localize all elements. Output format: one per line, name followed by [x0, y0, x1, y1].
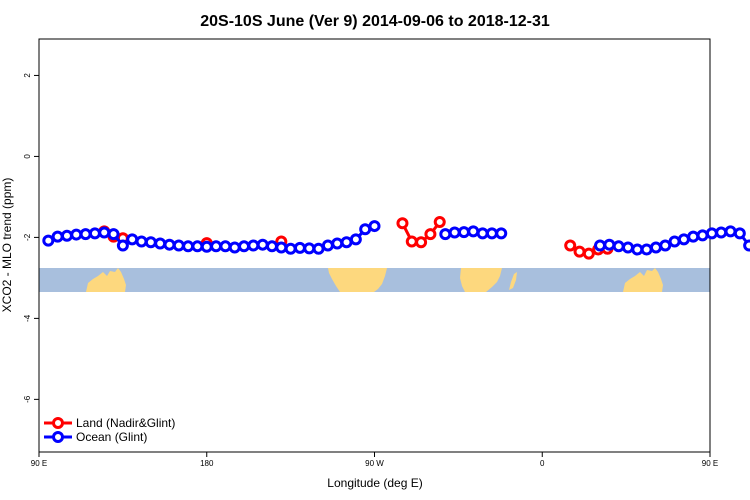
data-point-ocean-0-30	[321, 239, 334, 252]
data-point-ocean-2-11	[696, 229, 709, 242]
data-point-land-4-0	[564, 239, 577, 252]
data-point-ocean-2-15	[733, 227, 746, 240]
data-point-ocean-0-12	[154, 237, 167, 250]
y-tick-label-4: -6	[23, 395, 32, 403]
data-point-ocean-0-21	[238, 240, 251, 253]
chart-title: 20S-10S June (Ver 9) 2014-09-06 to 2018-…	[200, 13, 550, 30]
x-tick-label-0: 90 E	[31, 459, 47, 468]
data-point-ocean-0-11	[144, 236, 157, 249]
data-point-ocean-0-20	[228, 241, 241, 254]
legend-marker-ocean	[52, 431, 64, 443]
y-tick-label-1: 0	[23, 154, 32, 159]
x-tick-label-3: 0	[540, 459, 545, 468]
data-point-ocean-0-23	[256, 238, 269, 251]
data-point-ocean-0-26	[284, 242, 297, 255]
data-point-ocean-1-0	[439, 228, 452, 241]
legend-marker-land	[52, 417, 64, 429]
data-point-ocean-1-2	[457, 226, 470, 239]
data-point-ocean-0-22	[247, 239, 260, 252]
map-band	[39, 268, 710, 292]
data-point-land-4-1	[573, 245, 586, 258]
data-point-ocean-2-6	[649, 241, 662, 254]
data-point-ocean-0-27	[293, 241, 306, 254]
data-point-ocean-0-19	[219, 240, 232, 253]
data-point-ocean-0-9	[126, 233, 139, 246]
data-point-ocean-0-14	[172, 239, 185, 252]
data-point-land-3-3	[424, 228, 437, 241]
x-tick-label-1: 180	[200, 459, 214, 468]
data-point-ocean-2-3	[621, 241, 634, 254]
y-axis: 2 0 -2 -4 -6	[23, 73, 39, 403]
data-point-ocean-0-2	[60, 229, 73, 242]
data-point-ocean-2-4	[631, 243, 644, 256]
data-point-ocean-2-13	[715, 226, 728, 239]
data-point-ocean-0-17	[200, 240, 213, 253]
data-point-ocean-0-15	[182, 240, 195, 253]
data-point-ocean-0-29	[312, 242, 325, 255]
land-south-america	[328, 268, 387, 292]
data-point-ocean-2-5	[640, 243, 653, 256]
data-point-ocean-0-4	[79, 228, 92, 241]
land-australia-west	[86, 268, 126, 292]
y-tick-label-3: -4	[23, 314, 32, 322]
data-point-ocean-2-1	[603, 238, 616, 251]
data-point-ocean-0-32	[340, 236, 353, 249]
data-point-ocean-2-10	[687, 230, 700, 243]
x-axis-label: Longitude (deg E)	[327, 476, 422, 490]
data-point-ocean-0-0	[42, 234, 55, 247]
data-point-ocean-2-0	[594, 239, 607, 252]
y-tick-label-0: 2	[23, 73, 32, 78]
data-point-ocean-0-3	[70, 228, 83, 241]
series-layer	[42, 216, 750, 260]
data-point-ocean-2-16	[743, 239, 750, 252]
data-point-ocean-1-6	[495, 227, 508, 240]
data-point-ocean-0-28	[303, 242, 316, 255]
data-point-ocean-1-4	[476, 227, 489, 240]
data-point-ocean-2-7	[659, 239, 672, 252]
data-point-ocean-2-2	[612, 240, 625, 253]
data-point-ocean-1-1	[448, 226, 461, 239]
data-point-ocean-2-9	[677, 233, 690, 246]
data-point-ocean-0-5	[88, 227, 101, 240]
x-tick-label-2: 90 W	[365, 459, 384, 468]
data-point-ocean-0-1	[51, 230, 64, 243]
land-australia-east	[623, 268, 663, 292]
y-axis-label: XCO2 - MLO trend (ppm)	[0, 178, 14, 313]
data-point-land-3-1	[405, 235, 418, 248]
y-tick-label-2: -2	[23, 233, 32, 241]
data-point-land-3-4	[433, 216, 446, 229]
data-point-land-3-0	[396, 217, 409, 230]
data-point-ocean-0-24	[265, 240, 278, 253]
data-point-ocean-0-16	[191, 240, 204, 253]
data-point-land-3-2	[415, 236, 428, 249]
data-point-ocean-0-10	[135, 235, 148, 248]
data-point-ocean-0-8	[116, 239, 129, 252]
data-point-ocean-0-18	[210, 240, 223, 253]
data-point-ocean-0-7	[107, 228, 120, 241]
x-tick-label-4: 90 E	[702, 459, 718, 468]
data-point-ocean-2-8	[668, 235, 681, 248]
data-point-ocean-1-5	[485, 227, 498, 240]
data-point-ocean-0-25	[275, 241, 288, 254]
data-point-ocean-2-14	[724, 225, 737, 238]
data-point-ocean-0-34	[359, 223, 372, 236]
land-madagascar	[509, 272, 517, 290]
legend-label-land: Land (Nadir&Glint)	[76, 416, 175, 430]
data-point-ocean-0-33	[349, 233, 362, 246]
data-point-ocean-2-12	[705, 227, 718, 240]
legend: Land (Nadir&Glint) Ocean (Glint)	[44, 416, 175, 444]
land-africa	[460, 268, 502, 292]
data-point-land-4-2	[582, 247, 595, 260]
legend-label-ocean: Ocean (Glint)	[76, 430, 147, 444]
data-point-ocean-0-13	[163, 238, 176, 251]
data-point-ocean-0-31	[331, 237, 344, 250]
data-point-ocean-0-6	[98, 226, 111, 239]
data-point-ocean-1-3	[467, 225, 480, 238]
x-axis: 90 E 180 90 W 0 90 E	[31, 452, 718, 468]
data-point-ocean-0-35	[368, 220, 381, 233]
